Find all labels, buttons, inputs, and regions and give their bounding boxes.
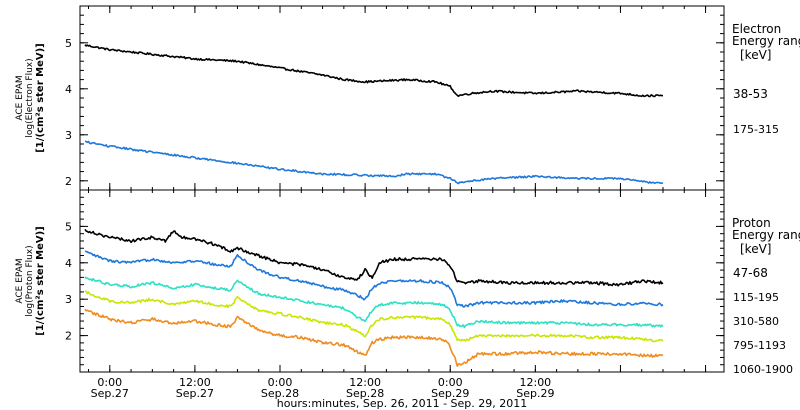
y-axis-label: log(Electron Flux) xyxy=(25,58,35,137)
y-tick-label: 5 xyxy=(65,37,72,50)
legend-entry: 38-53 xyxy=(733,87,768,101)
y-tick-label: 2 xyxy=(65,175,72,188)
series-line-115-195 xyxy=(84,250,664,308)
legend-entry: 175-315 xyxy=(733,123,779,136)
y-tick-label: 5 xyxy=(65,220,72,233)
series-line-310-580 xyxy=(84,276,664,329)
series-line-795-1193 xyxy=(84,290,664,343)
legend-title: Electron xyxy=(732,22,781,36)
x-tick-date-label: Sep.28 xyxy=(261,387,299,400)
x-tick-date-label: Sep.27 xyxy=(91,387,129,400)
series-line-47-68 xyxy=(84,228,664,287)
y-axis-label: ACE EPAM xyxy=(15,75,25,120)
legend-title: Energy range xyxy=(732,228,800,242)
x-tick-date-label: Sep.27 xyxy=(176,387,214,400)
series-line-175-315 xyxy=(84,140,663,185)
time-axis: 0:00Sep.2712:00Sep.270:00Sep.2812:00Sep.… xyxy=(91,376,555,410)
y-tick-label: 3 xyxy=(65,129,72,142)
y-tick-label: 3 xyxy=(65,293,72,306)
legend-title: Proton xyxy=(732,216,771,230)
x-tick-time-label: 0:00 xyxy=(268,376,293,389)
legend-entry: 310-580 xyxy=(733,315,779,328)
legend-entry: 795-1193 xyxy=(733,339,786,352)
legend-unit: [keV] xyxy=(740,48,771,62)
x-tick-time-label: 12:00 xyxy=(179,376,211,389)
series-line-1060-1900 xyxy=(84,308,664,367)
x-axis-label: hours:minutes, Sep. 26, 2011 - Sep. 29, … xyxy=(277,397,528,410)
legend-entry: 1060-1900 xyxy=(733,363,793,376)
x-tick-time-label: 12:00 xyxy=(519,376,551,389)
x-tick-date-label: Sep.29 xyxy=(516,387,554,400)
series-line-38-53 xyxy=(84,44,664,98)
y-axis-label: [1/(cm²s ster MeV)] xyxy=(35,43,46,152)
legend-entry: 47-68 xyxy=(733,266,768,280)
y-tick-label: 4 xyxy=(65,83,72,96)
legend-entry: 115-195 xyxy=(733,291,779,304)
y-axis-label: ACE EPAM xyxy=(15,258,25,303)
y-axis-label: log(Proton Flux) xyxy=(25,245,35,316)
electron-panel: 2 3 4 5 ACE EPAM log(Electron Flux) [1/(cm²s s… xyxy=(15,5,800,191)
proton-panel: 2 3 4 5 ACE EPAM log(Proton Flux) [1/(cm²s ste… xyxy=(15,189,800,376)
x-tick-time-label: 0:00 xyxy=(97,376,122,389)
x-tick-date-label: Sep.29 xyxy=(431,387,469,400)
y-axis-label: [1/(cm²s ster MeV)] xyxy=(35,226,46,335)
x-tick-date-label: Sep.28 xyxy=(346,387,384,400)
x-tick-time-label: 0:00 xyxy=(438,376,463,389)
x-tick-time-label: 12:00 xyxy=(349,376,381,389)
y-tick-label: 4 xyxy=(65,257,72,270)
plot-frame xyxy=(79,189,725,373)
legend-unit: [keV] xyxy=(740,242,771,256)
y-tick-label: 2 xyxy=(65,330,72,343)
legend-title: Energy range xyxy=(732,34,800,48)
plot-frame xyxy=(79,5,725,191)
